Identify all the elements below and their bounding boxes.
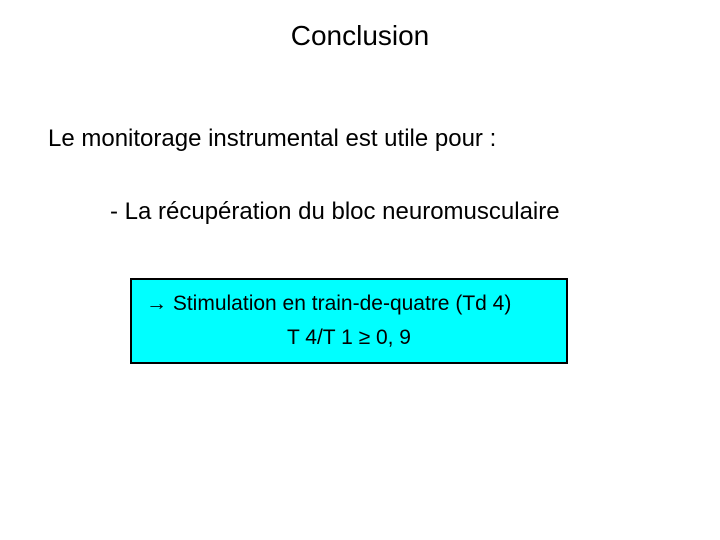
box-line-2: T 4/T 1 ≥ 0, 9 (140, 326, 558, 350)
intro-text: Le monitorage instrumental est utile pou… (48, 125, 496, 153)
box-line-1-text: Stimulation en train-de-quatre (Td 4) (167, 292, 511, 315)
arrow-icon: → (146, 292, 167, 315)
box-line-2-right: 0, 9 (370, 326, 411, 349)
slide-title: Conclusion (0, 20, 720, 52)
bullet-text: - La récupération du bloc neuromusculair… (110, 198, 560, 226)
box-line-1: → Stimulation en train-de-quatre (Td 4) (146, 292, 558, 316)
geq-icon: ≥ (359, 326, 371, 349)
highlight-box: → Stimulation en train-de-quatre (Td 4) … (130, 278, 568, 364)
slide: Conclusion Le monitorage instrumental es… (0, 0, 720, 540)
box-line-2-left: T 4/T 1 (287, 326, 359, 349)
